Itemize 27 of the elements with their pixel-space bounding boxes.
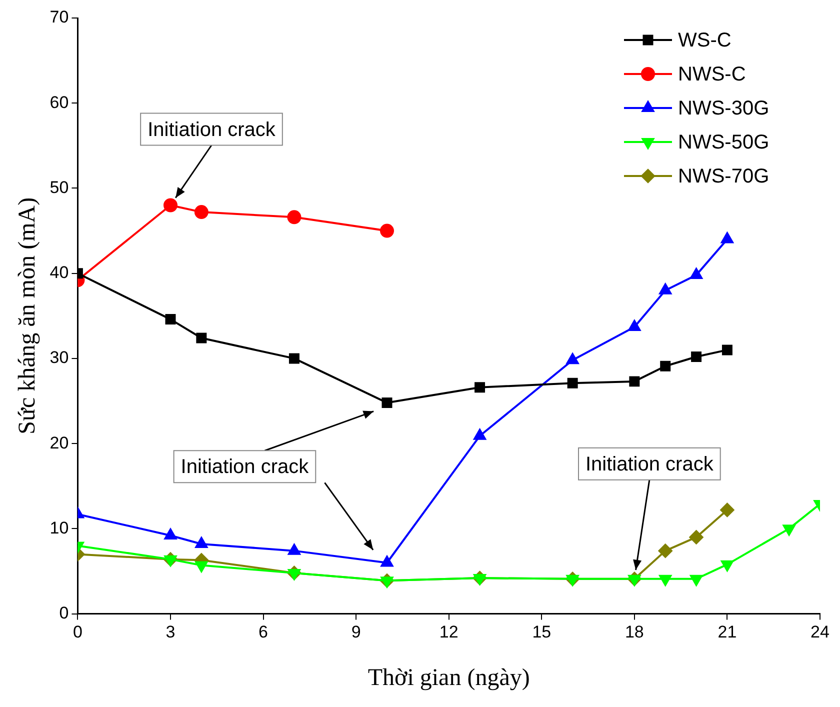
annotation: Initiation crack <box>148 118 276 141</box>
legend-label: NWS-C <box>678 64 746 86</box>
legend-label: NWS-50G <box>678 132 770 154</box>
x-tick-label: 15 <box>532 622 552 642</box>
y-tick-label: 70 <box>50 8 69 27</box>
y-tick-label: 60 <box>50 92 69 112</box>
annotation: Initiation crack <box>586 453 714 476</box>
x-tick-label: 0 <box>72 622 82 642</box>
x-tick-label: 9 <box>351 622 361 642</box>
x-tick-label: 3 <box>166 622 176 642</box>
y-axis-title: Sức kháng ăn mòn (mA) <box>14 197 41 434</box>
legend-label: NWS-30G <box>678 98 770 120</box>
x-tick-label: 18 <box>624 622 644 642</box>
y-tick-label: 0 <box>59 603 69 622</box>
y-tick-label: 50 <box>50 178 69 197</box>
legend-label: WS-C <box>678 30 732 52</box>
y-tick-label: 40 <box>50 263 69 282</box>
y-tick-label: 30 <box>50 348 69 368</box>
x-tick-label: 24 <box>810 622 830 642</box>
annotation: Initiation crack <box>180 456 310 478</box>
legend-label: NWS-70G <box>678 166 770 188</box>
x-axis-title: Thời gian (ngày) <box>368 664 530 691</box>
x-tick-label: 6 <box>258 622 268 642</box>
y-tick-label: 20 <box>50 433 69 452</box>
x-tick-label: 12 <box>439 622 458 642</box>
x-tick-label: 21 <box>718 622 737 642</box>
y-tick-label: 10 <box>50 518 69 538</box>
